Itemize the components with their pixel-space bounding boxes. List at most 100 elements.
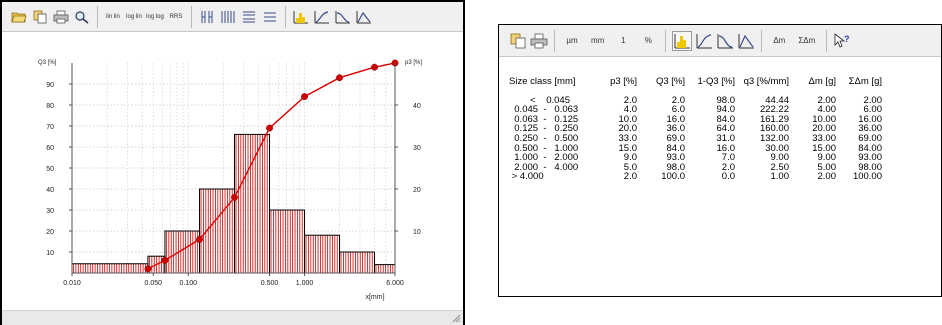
table-cell: 0.125 - 0.250 xyxy=(509,123,579,135)
table-cell: 93.00 xyxy=(858,152,882,164)
unit-um-button[interactable]: µm xyxy=(566,35,578,45)
table-cell: 31.0 xyxy=(716,132,736,144)
help-icon[interactable]: ? xyxy=(833,31,851,51)
grid-horizontal-icon[interactable] xyxy=(240,7,258,27)
table-cell: 1.000 - 2.000 xyxy=(509,152,579,164)
residue-curve-icon[interactable] xyxy=(716,31,734,51)
toolbar-separator xyxy=(826,29,828,52)
table-row: 0.125 - 0.250 20.0 36.0 64.0 160.00 20.00 36.0… xyxy=(509,124,929,134)
cumulative-point xyxy=(161,256,169,264)
y-tick-label-left: 90 xyxy=(46,82,54,89)
unit-percent-button[interactable]: % xyxy=(644,35,652,45)
histogram-bar xyxy=(374,264,396,274)
x-tick-label: 0.100 xyxy=(179,280,197,287)
sum-delta-m-button[interactable]: ΣΔm xyxy=(798,35,816,45)
table-cell: 2.00 xyxy=(817,171,837,183)
toolbar-separator xyxy=(665,29,667,52)
table-cell: 100.0 xyxy=(661,171,685,183)
x-tick-label: 6.000 xyxy=(386,280,404,287)
y-tick-label-left: 20 xyxy=(46,229,54,236)
open-folder-icon[interactable] xyxy=(10,7,28,27)
bar-outline xyxy=(374,264,396,274)
x-tick-label: 1.000 xyxy=(296,280,314,287)
table-cell: 9.00 xyxy=(817,152,837,164)
residue-curve-icon[interactable] xyxy=(334,7,352,27)
table-cell: 6.0 xyxy=(671,104,685,116)
grid-vertical-fine-icon[interactable] xyxy=(219,7,237,27)
y-tick-label-left: 70 xyxy=(46,124,54,131)
table-cell: 9.00 xyxy=(770,152,790,164)
y-tick-label-right: 20 xyxy=(413,187,421,194)
zoom-icon[interactable] xyxy=(73,7,91,27)
rrs-button[interactable]: RRS xyxy=(169,13,183,20)
histogram-bar xyxy=(339,251,376,274)
y-tick-label-left: 30 xyxy=(46,208,54,215)
delta-m-button[interactable]: Δm xyxy=(773,35,786,45)
table-row: 0.500 - 1.000 15.0 84.0 16.0 30.00 15.00 84.00 xyxy=(509,142,929,154)
table-cell: 161.29 xyxy=(759,113,789,125)
table-cell: 2.0 xyxy=(623,171,637,183)
toolbar-separator xyxy=(97,5,98,28)
col-header-sum-delta-m: ΣΔm [g] xyxy=(848,76,882,87)
table-cell: 84.0 xyxy=(666,142,686,154)
log-lin-button[interactable]: log lin xyxy=(126,13,142,20)
histogram-icon[interactable] xyxy=(672,30,693,51)
table-cell: 69.00 xyxy=(858,132,882,144)
histogram-bar xyxy=(199,188,236,274)
density-curve-icon[interactable] xyxy=(355,7,373,27)
table-cell: 2.00 xyxy=(863,94,883,106)
bar-outline xyxy=(304,234,341,274)
table-cell: 4.00 xyxy=(817,104,837,116)
grid-horizontal-fine-icon[interactable] xyxy=(261,7,279,27)
cumulative-line xyxy=(147,62,396,270)
table-cell: 36.00 xyxy=(858,123,882,135)
cumulative-point xyxy=(301,93,308,101)
cumulative-curve-icon[interactable] xyxy=(313,7,331,27)
table-row: 0.045 - 0.063 4.0 6.0 94.0 222.22 4.00 6.00 xyxy=(509,105,929,115)
col-header-q3-cum: Q3 [%] xyxy=(655,76,685,87)
bar-outline xyxy=(199,188,236,274)
log-log-button[interactable]: log log xyxy=(146,13,164,20)
resize-grip-icon[interactable] xyxy=(451,313,461,323)
bar-outline xyxy=(234,133,271,274)
print-icon[interactable] xyxy=(530,31,548,51)
table-cell: 0.0 xyxy=(721,171,735,183)
table-cell: > 4.000 xyxy=(509,171,544,183)
y-tick-label-left: 80 xyxy=(46,103,54,110)
col-header-size-class: Size class [mm] xyxy=(509,76,576,87)
y-tick-label-left: 60 xyxy=(46,145,54,152)
x-tick-label: 0.500 xyxy=(261,280,279,287)
table-cell: 5.00 xyxy=(817,161,837,173)
table-cell: 33.0 xyxy=(618,132,638,144)
table-row: 0.250 - 0.500 33.0 69.0 31.0 132.00 33.00 69.0… xyxy=(509,134,929,144)
unit-mm-button[interactable]: mm xyxy=(591,35,605,45)
print-icon[interactable] xyxy=(52,7,70,27)
copy-icon[interactable] xyxy=(509,31,527,51)
size-class-table: Size class [mm] p3 [%] Q3 [%] 1-Q3 [%] q… xyxy=(509,77,929,182)
table-cell: 16.0 xyxy=(666,113,686,125)
grid-vertical-icon[interactable] xyxy=(198,7,216,27)
density-curve-icon[interactable] xyxy=(737,31,755,51)
y-axis-label-right: p3 [%] xyxy=(405,60,422,66)
col-header-delta-m: Δm [g] xyxy=(808,76,836,87)
table-cell: 132.00 xyxy=(759,132,789,144)
table-cell: 15.0 xyxy=(618,142,638,154)
table-row: > 4.000 2.0 100.0 0.0 1.00 2.00 100.00 xyxy=(509,172,929,182)
chart-status-bar xyxy=(2,310,463,325)
y-tick-label-right: 30 xyxy=(413,145,421,152)
histogram-icon[interactable] xyxy=(292,7,310,27)
unit-1-button[interactable]: 1 xyxy=(621,35,626,45)
table-cell: 2.00 xyxy=(817,94,837,106)
cumulative-curve-icon[interactable] xyxy=(695,31,713,51)
x-tick-label: 0.050 xyxy=(144,280,162,287)
y-tick-label-left: 40 xyxy=(46,187,54,194)
table-cell: 2.0 xyxy=(721,161,735,173)
table-cell: 64.0 xyxy=(716,123,736,135)
table-window: µm mm 1 % Δm ΣΔm ? Size class [mm] p3 [%… xyxy=(498,24,942,297)
copy-icon[interactable] xyxy=(31,7,49,27)
table-cell: 20.00 xyxy=(812,123,836,135)
lin-lin-button[interactable]: lin lin xyxy=(106,13,120,20)
y-tick-label-left: 10 xyxy=(46,250,54,257)
table-cell: 4.0 xyxy=(623,104,637,116)
table-cell: 10.00 xyxy=(812,113,836,125)
